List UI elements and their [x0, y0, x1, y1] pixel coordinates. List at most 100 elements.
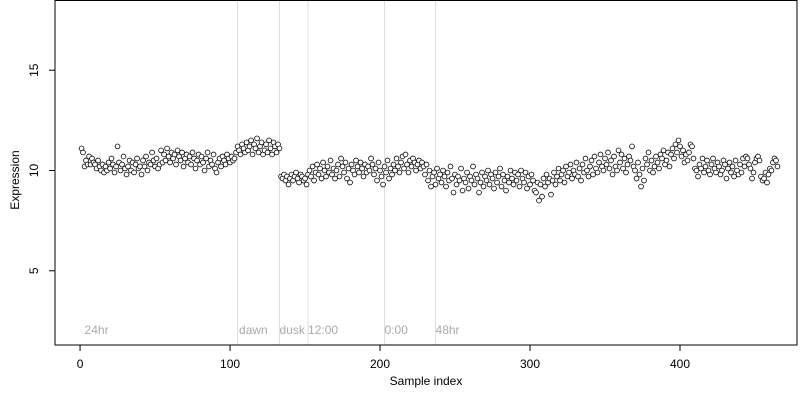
point [438, 179, 445, 186]
point [165, 153, 172, 160]
point [615, 147, 622, 154]
point [666, 163, 673, 170]
point [336, 173, 343, 180]
point [516, 183, 523, 190]
point [303, 181, 310, 188]
point [213, 169, 220, 176]
point [623, 169, 629, 176]
point [402, 151, 409, 158]
point [561, 179, 568, 186]
point [105, 159, 112, 166]
point [314, 161, 320, 168]
point [486, 181, 493, 188]
point [693, 167, 700, 174]
point [327, 157, 334, 164]
point [677, 143, 683, 150]
point [668, 151, 674, 158]
point [210, 151, 217, 158]
point [504, 173, 511, 180]
point [108, 155, 115, 162]
point [332, 175, 338, 182]
point [162, 157, 169, 164]
point [603, 161, 610, 168]
point [650, 169, 656, 176]
point [731, 173, 737, 180]
point [618, 151, 625, 158]
point [321, 167, 328, 174]
point [117, 167, 124, 174]
point [378, 173, 385, 180]
point [638, 183, 644, 190]
point [738, 169, 745, 176]
point [617, 159, 623, 166]
point [450, 189, 457, 196]
point [204, 149, 211, 156]
point [557, 177, 563, 184]
point [569, 175, 575, 182]
point [642, 155, 649, 162]
x-tick-label: 100 [220, 357, 240, 371]
point [188, 161, 194, 168]
point [509, 175, 515, 182]
point [123, 171, 130, 178]
point [596, 159, 602, 166]
point [708, 161, 715, 168]
point [237, 151, 244, 158]
point [663, 157, 670, 164]
point [540, 175, 547, 182]
point [485, 167, 491, 174]
point [161, 151, 167, 158]
point [440, 167, 446, 174]
point [398, 159, 404, 166]
point [353, 157, 359, 164]
point [356, 169, 362, 176]
point [507, 167, 514, 174]
point [348, 161, 355, 168]
point [500, 171, 506, 178]
point [437, 171, 443, 178]
point [267, 145, 274, 152]
point [431, 169, 437, 176]
point [255, 149, 262, 156]
point [513, 177, 520, 184]
point [468, 177, 475, 184]
point [140, 157, 146, 164]
point [726, 159, 733, 166]
point [453, 181, 460, 188]
point [432, 181, 439, 188]
point [701, 169, 707, 176]
point [200, 159, 206, 166]
point [506, 179, 512, 186]
point [302, 175, 308, 182]
point [491, 185, 497, 192]
point [582, 155, 589, 162]
point [264, 149, 271, 156]
point [306, 167, 313, 174]
point [357, 159, 364, 166]
point [384, 157, 391, 164]
point [95, 157, 101, 164]
point [470, 163, 476, 170]
point [293, 169, 299, 176]
point [374, 177, 380, 184]
point [323, 173, 329, 180]
point [177, 157, 184, 164]
point [318, 175, 325, 182]
point [774, 163, 781, 170]
point [590, 171, 596, 178]
point [573, 159, 580, 166]
point [521, 179, 527, 186]
point [477, 179, 484, 186]
point [474, 175, 481, 182]
point [404, 161, 410, 168]
point [428, 183, 434, 190]
point [602, 155, 608, 162]
point [728, 169, 734, 176]
point [660, 147, 667, 154]
point [342, 159, 349, 166]
point [339, 163, 346, 170]
point [719, 167, 725, 174]
plot-box [54, 0, 798, 346]
point [744, 155, 751, 162]
